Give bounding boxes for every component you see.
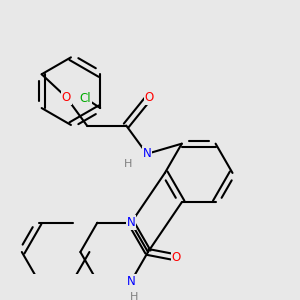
Text: N: N	[127, 275, 136, 288]
Text: H: H	[124, 159, 132, 169]
Text: O: O	[145, 91, 154, 104]
Text: O: O	[61, 91, 71, 104]
Text: N: N	[142, 147, 151, 161]
Text: H: H	[130, 292, 138, 300]
Text: N: N	[127, 216, 136, 229]
Text: Cl: Cl	[79, 92, 91, 105]
Text: O: O	[172, 251, 181, 264]
